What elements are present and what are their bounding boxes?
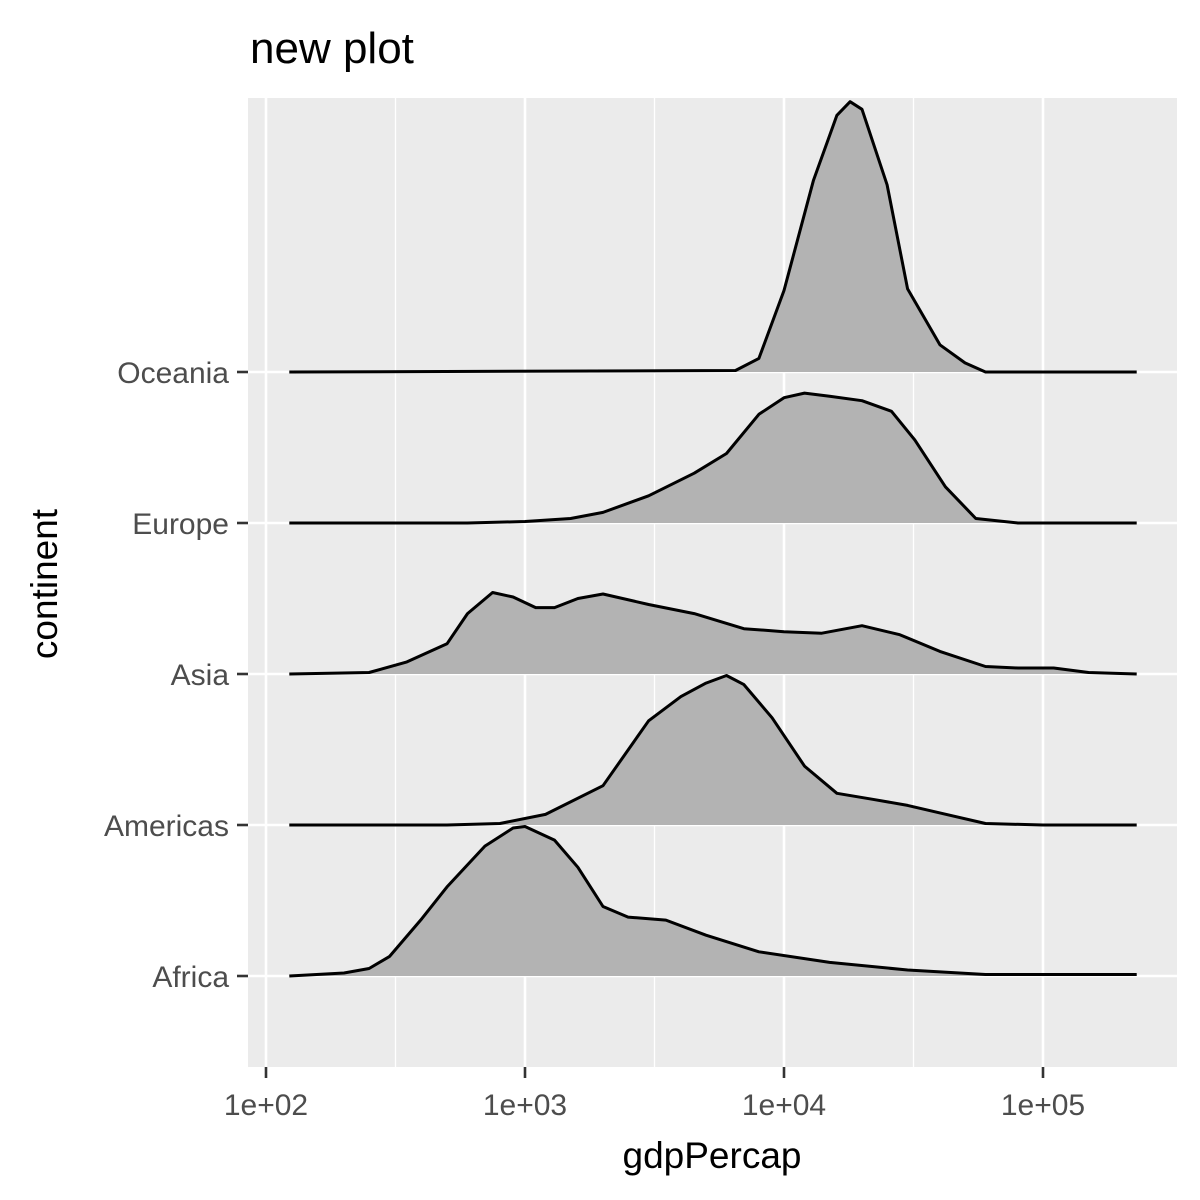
x-axis-title: gdpPercap: [623, 1135, 802, 1176]
y-tick-label: Europe: [132, 508, 229, 541]
y-tick-label: Asia: [171, 659, 230, 692]
ridge-asia: [289, 591, 1137, 676]
density-line-oceania: [289, 100, 1137, 374]
x-tick-label: 1e+03: [483, 1089, 567, 1122]
density-area-europe: [289, 393, 1137, 523]
x-tick-label: 1e+05: [1001, 1089, 1085, 1122]
density-line-africa: [289, 825, 1137, 978]
density-line-asia: [289, 591, 1137, 676]
chart-title: new plot: [250, 24, 414, 73]
ridge-europe: [289, 391, 1137, 525]
x-tick-label: 1e+04: [742, 1089, 826, 1122]
density-area-asia: [289, 592, 1137, 674]
y-tick-label: Africa: [152, 961, 229, 994]
ridge-americas: [289, 674, 1137, 827]
y-axis-title: continent: [24, 508, 65, 659]
x-axis: 1e+02 1e+03 1e+04 1e+05: [224, 1067, 1085, 1122]
density-ridges: [289, 100, 1137, 978]
density-line-americas: [289, 674, 1137, 827]
y-axis: Africa Americas Asia Europe Oceania: [104, 357, 248, 994]
ridge-oceania: [289, 100, 1137, 374]
minor-gridlines: [394, 98, 915, 1067]
plot-panel: [248, 98, 1177, 1067]
density-area-africa: [289, 826, 1137, 976]
density-line-europe: [289, 391, 1137, 525]
density-area-americas: [289, 675, 1137, 825]
y-tick-label: Americas: [104, 810, 229, 843]
ridge-africa: [289, 825, 1137, 978]
x-tick-label: 1e+02: [224, 1089, 308, 1122]
y-tick-label: Oceania: [117, 357, 229, 390]
